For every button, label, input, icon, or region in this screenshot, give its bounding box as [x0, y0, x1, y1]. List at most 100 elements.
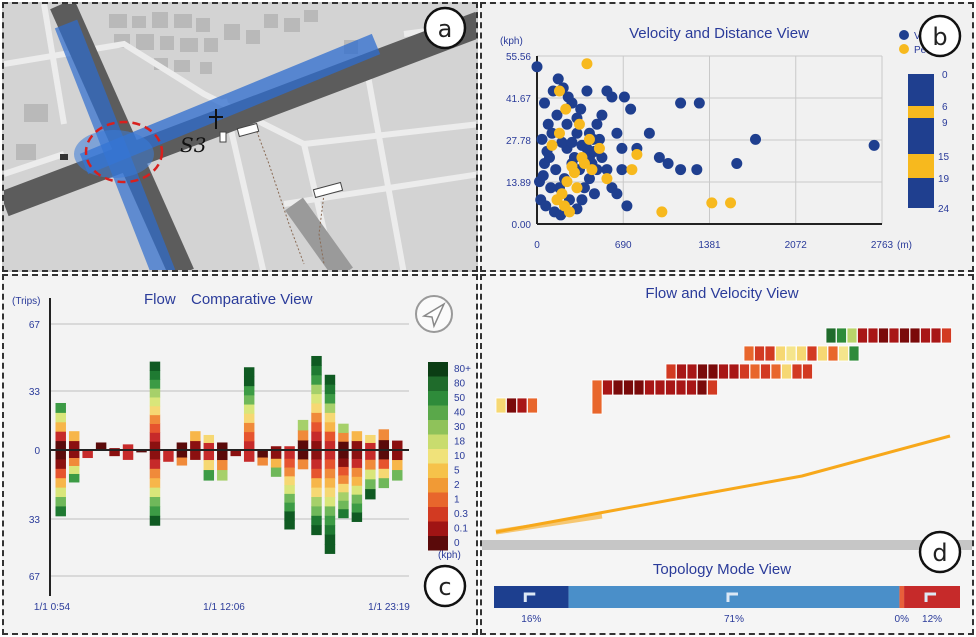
- flow-bar-segment[interactable]: [311, 525, 322, 536]
- flow-velocity-cell[interactable]: [697, 363, 708, 380]
- flow-bar-segment[interactable]: [324, 506, 336, 517]
- flow-bar-segment[interactable]: [378, 429, 390, 441]
- flow-bar-segment[interactable]: [311, 402, 322, 413]
- flow-bar-segment[interactable]: [324, 497, 336, 507]
- flow-bar-segment[interactable]: [324, 440, 336, 451]
- flow-velocity-cell[interactable]: [764, 345, 776, 362]
- scatter-point-valley[interactable]: [675, 164, 687, 176]
- scatter-point-valley[interactable]: [566, 136, 578, 148]
- flow-velocity-cell[interactable]: [817, 345, 828, 362]
- flow-bar-segment[interactable]: [243, 376, 255, 387]
- flow-bar-segment[interactable]: [365, 434, 376, 443]
- flow-bar-segment[interactable]: [351, 458, 363, 469]
- flow-bar-segment[interactable]: [243, 404, 255, 414]
- scatter-point-valley[interactable]: [596, 109, 608, 121]
- scatter-point-peak[interactable]: [578, 158, 590, 170]
- flow-bars[interactable]: [55, 355, 403, 554]
- flow-bar-segment[interactable]: [392, 470, 403, 481]
- flow-bar-segment[interactable]: [243, 440, 255, 451]
- flow-bar-segment[interactable]: [243, 413, 255, 423]
- scatter-point-peak[interactable]: [573, 118, 585, 130]
- flow-velocity-cell[interactable]: [506, 397, 517, 414]
- flow-bar-segment[interactable]: [365, 459, 376, 471]
- flow-bar-segment[interactable]: [351, 476, 363, 487]
- flow-bar-segment[interactable]: [149, 515, 161, 526]
- flow-bar-segment[interactable]: [55, 421, 66, 432]
- flow-bar-segment[interactable]: [284, 502, 295, 512]
- flow-bar-segment[interactable]: [203, 460, 215, 471]
- scatter-points[interactable]: [531, 58, 880, 221]
- flow-bar-segment[interactable]: [378, 450, 390, 460]
- scatter-point-valley[interactable]: [556, 136, 568, 148]
- flow-velocity-cell[interactable]: [825, 327, 837, 344]
- flow-bar-segment[interactable]: [203, 442, 215, 451]
- flow-bar-segment[interactable]: [365, 450, 376, 461]
- scatter-point-valley[interactable]: [540, 200, 552, 212]
- flow-bar-segment[interactable]: [284, 476, 295, 486]
- scatter-point-valley[interactable]: [616, 142, 628, 154]
- flow-bar-segment[interactable]: [392, 440, 403, 451]
- scatter-point-peak[interactable]: [546, 139, 558, 151]
- flow-bar-segment[interactable]: [243, 422, 255, 433]
- flow-velocity-cell[interactable]: [899, 327, 910, 344]
- scatter-point-valley[interactable]: [538, 97, 550, 109]
- flow-bar-segment[interactable]: [149, 423, 161, 433]
- flow-bar-segment[interactable]: [338, 475, 349, 485]
- flow-bar-segment[interactable]: [311, 450, 322, 460]
- flow-bar-segment[interactable]: [311, 384, 322, 395]
- flow-bar-segment[interactable]: [284, 485, 295, 495]
- scatter-point-valley[interactable]: [576, 139, 588, 151]
- flow-bar-segment[interactable]: [324, 525, 336, 536]
- scatter-point-valley[interactable]: [662, 158, 674, 170]
- flow-velocity-cell[interactable]: [644, 379, 655, 396]
- flow-bar-segment[interactable]: [284, 493, 295, 504]
- flow-bar-segment[interactable]: [324, 459, 336, 470]
- flow-bar-segment[interactable]: [351, 450, 363, 460]
- flow-bar-segment[interactable]: [324, 384, 336, 395]
- flow-bar-segment[interactable]: [230, 450, 241, 457]
- flow-bar-segment[interactable]: [284, 511, 295, 521]
- flow-bar-segment[interactable]: [55, 431, 66, 442]
- scatter-point-peak[interactable]: [626, 164, 638, 176]
- flow-bar-segment[interactable]: [149, 487, 161, 498]
- flow-bar-segment[interactable]: [149, 506, 161, 517]
- flow-velocity-cell[interactable]: [676, 363, 687, 380]
- flow-bar-segment[interactable]: [68, 440, 80, 451]
- scatter-point-valley[interactable]: [551, 109, 563, 121]
- flow-velocity-cell[interactable]: [665, 363, 677, 380]
- scatter-point-valley[interactable]: [596, 151, 608, 163]
- scatter-point-valley[interactable]: [536, 133, 548, 145]
- flow-bar-segment[interactable]: [324, 393, 336, 404]
- flow-bar-segment[interactable]: [217, 450, 228, 461]
- flow-bar-segment[interactable]: [55, 412, 66, 423]
- scatter-point-valley[interactable]: [542, 118, 554, 130]
- scatter-point-valley[interactable]: [621, 200, 633, 212]
- flow-velocity-cells[interactable]: [495, 327, 952, 415]
- flow-bar-segment[interactable]: [270, 446, 282, 451]
- flow-velocity-cell[interactable]: [806, 345, 818, 362]
- scatter-point-valley[interactable]: [571, 127, 583, 139]
- flow-bar-segment[interactable]: [378, 468, 390, 479]
- flow-bar-segment[interactable]: [149, 405, 161, 416]
- flow-bar-segment[interactable]: [324, 412, 336, 423]
- scatter-point-valley[interactable]: [545, 182, 557, 194]
- flow-bar-segment[interactable]: [68, 431, 80, 442]
- flow-bar-segment[interactable]: [311, 459, 322, 470]
- flow-bar-segment[interactable]: [351, 512, 363, 522]
- flow-bar-segment[interactable]: [392, 460, 403, 471]
- flow-comparative-chart[interactable]: Flow Comparative View (Trips) 67 33 0 33 67 1…: [4, 276, 478, 635]
- scatter-point-valley[interactable]: [550, 164, 562, 176]
- flow-velocity-cell[interactable]: [686, 363, 698, 380]
- flow-bar-segment[interactable]: [297, 439, 309, 451]
- flow-bar-segment[interactable]: [257, 450, 268, 459]
- scatter-point-peak[interactable]: [593, 142, 605, 154]
- topology-mode-bar[interactable]: 16% 71% 0% 12%: [494, 586, 960, 625]
- flow-bar-segment[interactable]: [55, 478, 66, 489]
- flow-bar-segment[interactable]: [55, 497, 66, 507]
- scatter-point-valley[interactable]: [537, 170, 549, 182]
- flow-bar-segment[interactable]: [217, 442, 228, 451]
- scatter-point-peak[interactable]: [563, 206, 575, 218]
- topology-segment[interactable]: [904, 586, 960, 608]
- map-canvas[interactable]: S3 a: [4, 4, 478, 272]
- flow-bar-segment[interactable]: [324, 478, 336, 489]
